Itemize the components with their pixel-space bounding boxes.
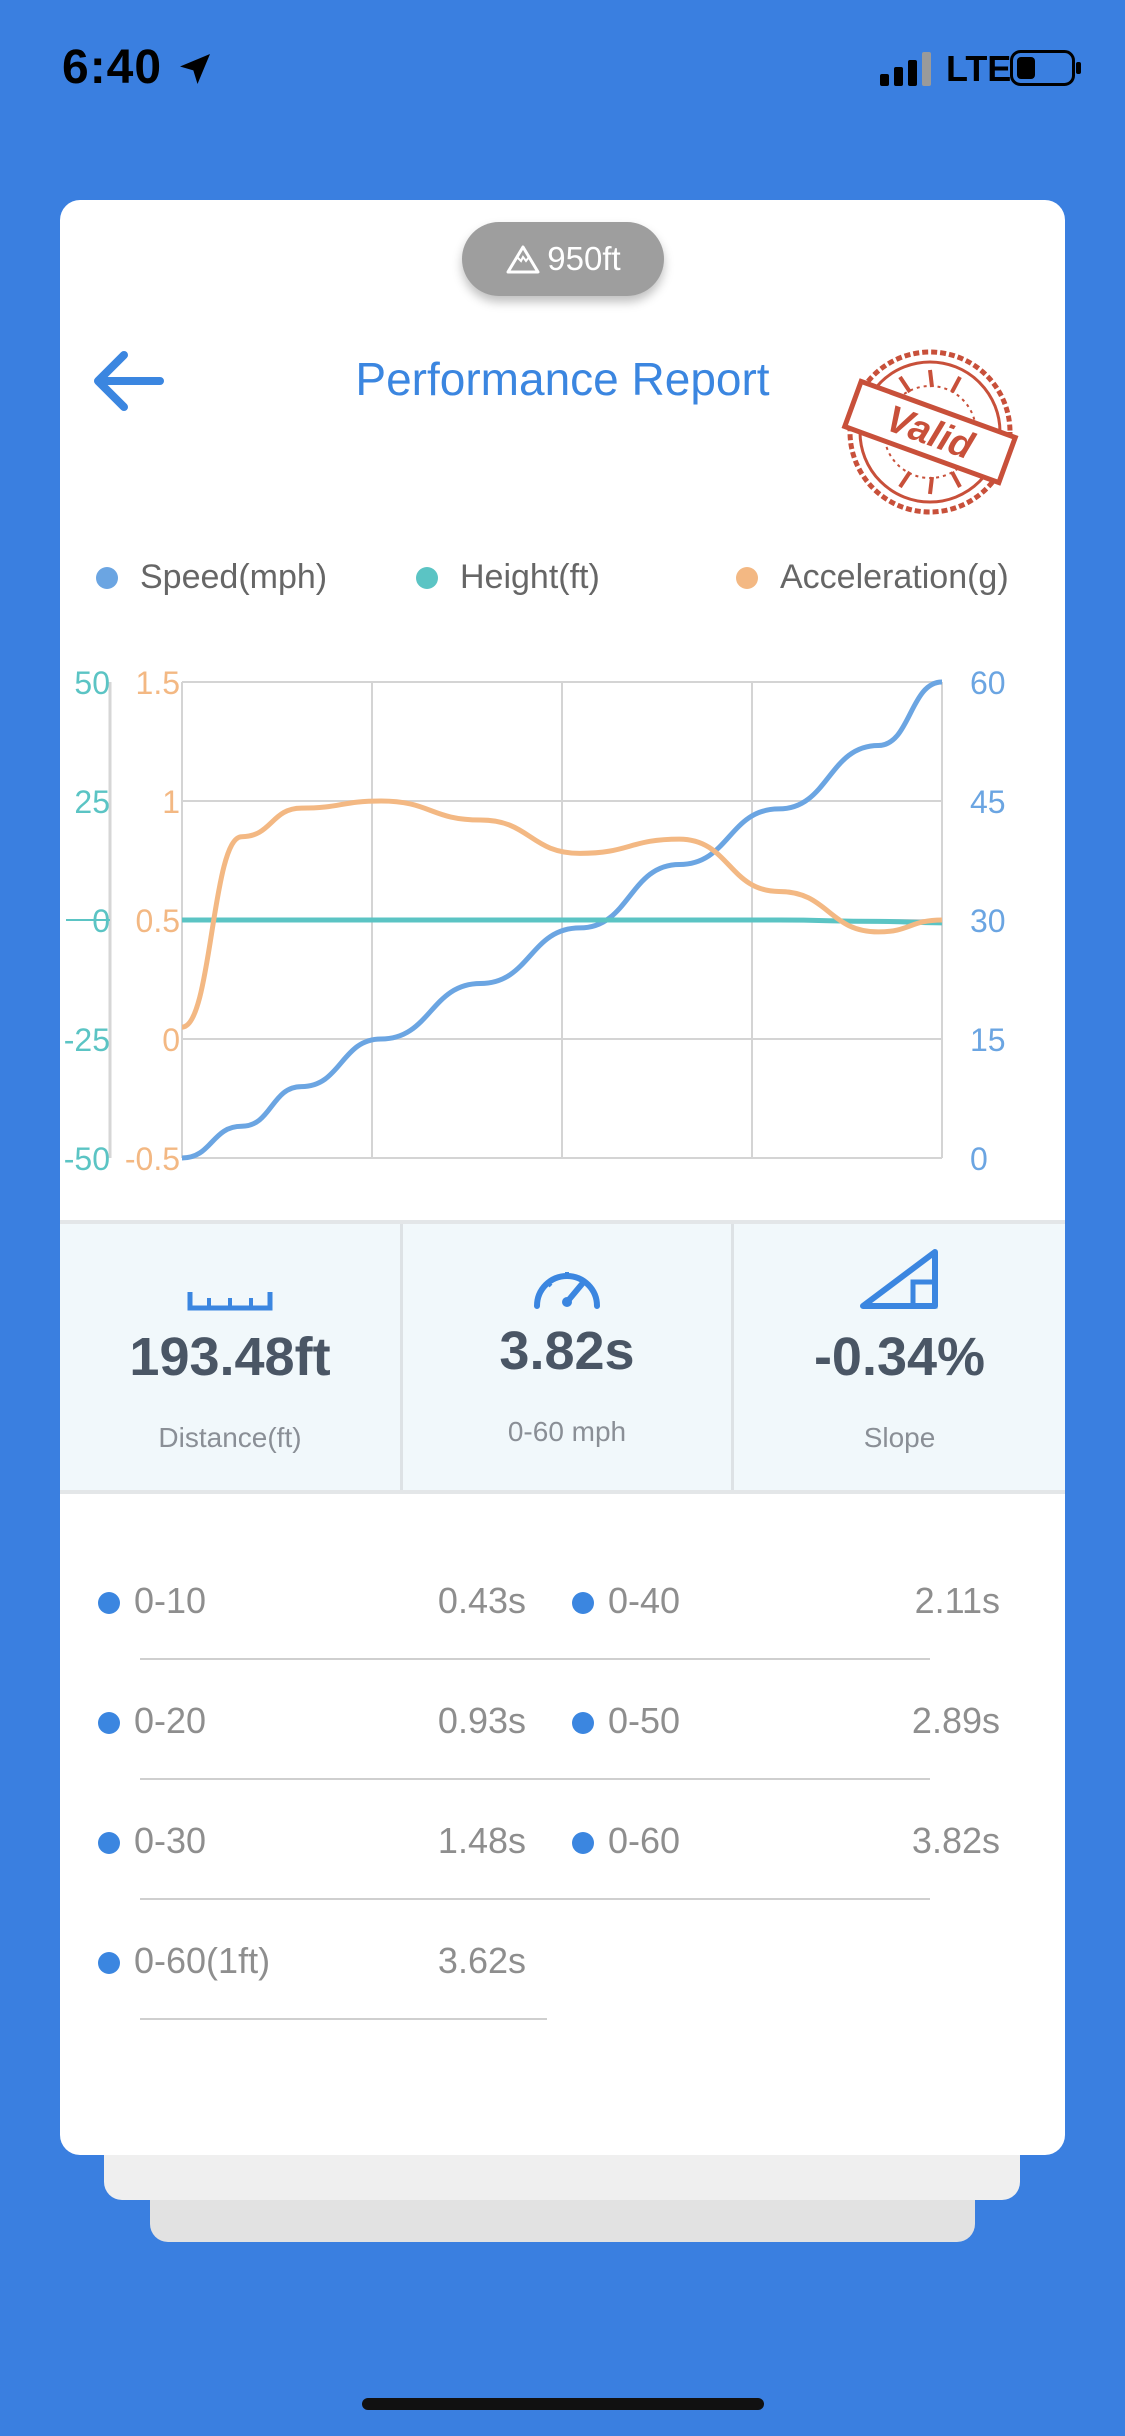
location-arrow-icon <box>180 54 210 84</box>
acceleration-tick-label: 1 <box>162 784 180 820</box>
speed-tick-label: 15 <box>970 1022 1006 1058</box>
interval-label: 0-20 <box>134 1700 207 1741</box>
bullet-dot <box>98 1592 120 1614</box>
performance-report-card: 950ft Performance Report Valid Speed(mph… <box>60 200 1065 2155</box>
legend-speed-dot <box>96 566 118 589</box>
divider <box>60 1220 1065 1224</box>
list-item: 0-20 0.93s <box>98 1694 526 1754</box>
speed-mph-series-line <box>181 679 943 1161</box>
altitude-badge[interactable]: 950ft <box>462 222 664 296</box>
list-item: 0-50 2.89s <box>572 1694 1000 1754</box>
interval-time: 1.48s <box>437 1820 526 1861</box>
interval-label: 0-40 <box>608 1580 681 1621</box>
performance-chart: 50 25 0 -25 -50 1.5 1 0.5 0 -0.5 60 45 30 15 0 <box>64 665 1006 1177</box>
stats-panel: 193.48ft Distance(ft) 3.82s 0-60 mph -0.… <box>60 1224 1065 1490</box>
distance-label: Distance(ft) <box>158 1422 302 1453</box>
stat-distance: 193.48ft Distance(ft) <box>60 1224 400 1490</box>
height-tick-label: 25 <box>74 784 110 820</box>
speedometer-icon <box>534 1272 600 1309</box>
bullet-dot <box>98 1832 120 1854</box>
row-divider <box>140 1658 930 1660</box>
interval-label: 0-10 <box>134 1580 207 1621</box>
speed-tick-label: 45 <box>970 784 1006 820</box>
list-item: 0-30 1.48s <box>98 1814 526 1874</box>
list-item: 0-40 2.11s <box>572 1574 1000 1634</box>
acceleration-g-series-line <box>181 798 943 1030</box>
mountain-icon <box>506 245 540 274</box>
legend-item-speed[interactable]: Speed(mph) <box>96 558 327 597</box>
interval-time: 3.62s <box>437 1940 526 1981</box>
legend-item-acceleration[interactable]: Acceleration(g) <box>736 558 1009 597</box>
speed-interval-list: 0-10 0.43s 0-40 2.11s 0-20 0.93s 0-50 2.… <box>60 1494 1065 2094</box>
interval-time: 2.89s <box>911 1700 1000 1741</box>
speed-tick-label: 0 <box>970 1141 988 1177</box>
interval-label: 0-50 <box>608 1700 681 1741</box>
signal-bars-icon <box>880 52 931 86</box>
acceleration-tick-label: -0.5 <box>125 1141 180 1177</box>
speed-tick-label: 30 <box>970 903 1006 939</box>
bullet-dot <box>572 1832 594 1854</box>
height-tick-label: 0 <box>92 903 110 939</box>
legend-speed-label: Speed(mph) <box>140 558 328 596</box>
stat-slope: -0.34% Slope <box>731 1224 1065 1490</box>
interval-time: 3.82s <box>911 1820 1000 1861</box>
legend-item-height[interactable]: Height(ft) <box>416 558 600 597</box>
height-tick-label: -25 <box>64 1022 110 1058</box>
speed-tick-label: 60 <box>970 665 1006 701</box>
acceleration-tick-label: 1.5 <box>136 665 180 701</box>
legend-acceleration-label: Acceleration(g) <box>780 558 1009 596</box>
network-label: LTE <box>946 48 1012 89</box>
chart-legend: Speed(mph) Height(ft) Acceleration(g) <box>60 558 1065 608</box>
slope-label: Slope <box>863 1422 936 1453</box>
list-item: 0-10 0.43s <box>98 1574 526 1634</box>
interval-time: 0.43s <box>437 1580 526 1621</box>
height-ft-series-line <box>182 917 943 926</box>
row-divider <box>140 1778 930 1780</box>
interval-time: 0.93s <box>437 1700 526 1741</box>
height-tick-label: 50 <box>74 665 110 701</box>
legend-height-dot <box>416 566 438 589</box>
altitude-value: 950ft <box>547 240 621 277</box>
valid-stamp-icon: Valid <box>841 349 1019 515</box>
interval-label: 0-30 <box>134 1820 207 1861</box>
bullet-dot <box>572 1712 594 1734</box>
legend-acceleration-dot <box>736 566 758 589</box>
height-tick-label: -50 <box>64 1141 110 1177</box>
acceleration-tick-label: 0.5 <box>136 903 180 939</box>
divider <box>60 1490 1065 1494</box>
status-bar: 6:40 LTE <box>0 0 1125 140</box>
bullet-dot <box>572 1592 594 1614</box>
home-indicator[interactable] <box>362 2398 764 2410</box>
interval-time: 2.11s <box>914 1580 1000 1621</box>
legend-height-label: Height(ft) <box>460 558 600 596</box>
slope-value: -0.34% <box>813 1327 986 1387</box>
slope-icon <box>859 1249 938 1309</box>
page-title: Performance Report <box>355 353 770 405</box>
distance-value: 193.48ft <box>129 1327 331 1387</box>
row-divider <box>140 2018 547 2020</box>
interval-label: 0-60(1ft) <box>134 1940 271 1981</box>
zero-to-sixty-label: 0-60 mph <box>507 1416 627 1447</box>
ruler-icon <box>187 1292 273 1311</box>
status-time: 6:40 <box>62 41 163 94</box>
bullet-dot <box>98 1952 120 1974</box>
bullet-dot <box>98 1712 120 1734</box>
back-arrow-icon[interactable] <box>88 345 168 417</box>
battery-icon <box>1010 50 1081 86</box>
zero-to-sixty-value: 3.82s <box>499 1321 635 1381</box>
interval-label: 0-60 <box>608 1820 681 1861</box>
list-item: 0-60 3.82s <box>572 1814 1000 1874</box>
acceleration-tick-label: 0 <box>162 1022 180 1058</box>
list-item: 0-60(1ft) 3.62s <box>98 1934 526 1994</box>
row-divider <box>140 1898 930 1900</box>
stat-zero-to-sixty: 3.82s 0-60 mph <box>400 1224 731 1490</box>
